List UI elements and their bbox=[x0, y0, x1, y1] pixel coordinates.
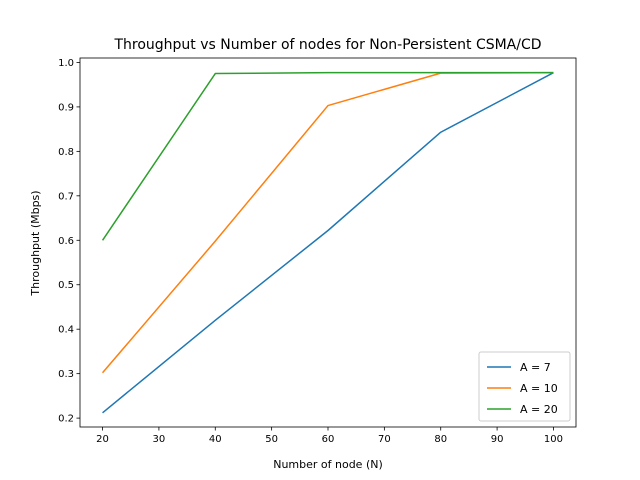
x-tick-label-4: 60 bbox=[322, 434, 335, 445]
series-line-0 bbox=[102, 72, 554, 414]
x-tick-label-3: 50 bbox=[265, 434, 278, 445]
plot-area: 20 30 40 50 60 70 80 90 100 0.2 0.3 0.4 0.5 0.6 0.7 0.8… bbox=[58, 57, 577, 445]
legend-label-0: A = 7 bbox=[520, 361, 551, 374]
legend-box bbox=[478, 351, 571, 422]
legend-label-1: A = 10 bbox=[520, 382, 558, 395]
y-tick-label-3: 0.5 bbox=[58, 280, 74, 291]
y-tick-label-5: 0.7 bbox=[58, 191, 74, 202]
x-tick-label-5: 70 bbox=[378, 434, 391, 445]
y-tick-label-8: 1.0 bbox=[58, 58, 74, 69]
legend: A = 7 A = 10 A = 20 bbox=[478, 351, 571, 422]
y-tick-label-4: 0.6 bbox=[58, 236, 74, 247]
y-tick-label-7: 0.9 bbox=[58, 102, 74, 113]
x-tick-label-6: 80 bbox=[434, 434, 447, 445]
y-tick-label-6: 0.8 bbox=[58, 147, 74, 158]
x-tick-label-1: 30 bbox=[153, 434, 166, 445]
x-tick-label-0: 20 bbox=[96, 434, 109, 445]
chart-title: Throughput vs Number of nodes for Non-Pe… bbox=[113, 37, 541, 53]
y-axis-label: Throughput (Mbps) bbox=[29, 190, 42, 296]
legend-label-2: A = 20 bbox=[520, 403, 558, 416]
series-line-1 bbox=[101, 71, 554, 374]
series-line-2 bbox=[101, 71, 554, 241]
y-tick-label-1: 0.3 bbox=[58, 369, 74, 380]
x-tick-label-2: 40 bbox=[209, 434, 222, 445]
x-tick-label-7: 90 bbox=[491, 434, 504, 445]
x-tick-label-8: 100 bbox=[544, 434, 563, 445]
x-axis-label: Number of node (N) bbox=[273, 458, 383, 471]
y-tick-label-0: 0.2 bbox=[58, 414, 74, 425]
y-tick-label-2: 0.4 bbox=[58, 325, 74, 336]
